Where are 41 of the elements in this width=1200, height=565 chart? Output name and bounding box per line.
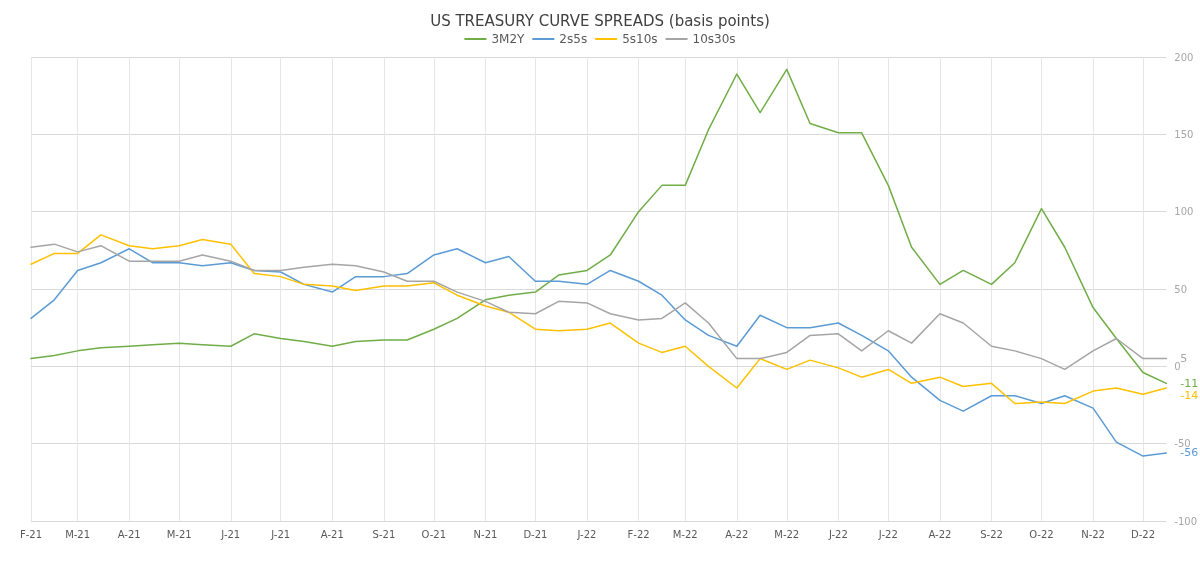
x-tick-label: M-22: [672, 528, 698, 540]
x-tick-label: A-22: [725, 528, 749, 540]
x-tick-label: N-21: [473, 528, 498, 540]
y-tick-label: 0: [1174, 360, 1181, 372]
data-label: -14: [1180, 388, 1199, 402]
x-tick-label: J-22: [827, 528, 848, 540]
line-series: [30, 243, 1168, 371]
x-tick-label: J-22: [576, 528, 597, 540]
x-tick-label: J-21: [220, 528, 241, 540]
x-tick-label: F-22: [627, 528, 650, 540]
x-tick-label: N-22: [1081, 528, 1105, 540]
x-tick-label: S-22: [980, 528, 1003, 540]
x-tick-label: M-21: [65, 528, 91, 540]
x-tick-label: A-21: [320, 528, 344, 540]
x-tick-label: D-21: [523, 528, 548, 540]
data-label: -11: [1180, 376, 1199, 390]
y-tick-label: 200: [1174, 51, 1194, 63]
line-series: [30, 68, 1168, 385]
x-tick-label: M-22: [774, 528, 800, 540]
x-tick-label: J-21: [270, 528, 291, 540]
x-tick-label: D-22: [1130, 528, 1156, 540]
legend-label: 10s30s: [692, 32, 736, 46]
y-tick-label: -100: [1174, 515, 1198, 527]
y-tick-label: 100: [1174, 206, 1194, 218]
x-tick-label: F-21: [19, 528, 43, 540]
x-tick-label: J-22: [877, 528, 898, 540]
line-series: [30, 248, 1168, 457]
x-tick-label: S-21: [372, 528, 396, 540]
legend-label: 5s10s: [622, 32, 658, 46]
chart-title: US TREASURY CURVE SPREADS (basis points): [430, 11, 770, 30]
data-label: 5: [1180, 352, 1188, 366]
x-tick-label: A-21: [117, 528, 141, 540]
legend-label: 3M2Y: [491, 32, 526, 46]
y-tick-label: 150: [1174, 128, 1194, 140]
line-series: [30, 234, 1168, 405]
x-tick-label: O-21: [421, 528, 447, 540]
y-tick-label: 50: [1174, 283, 1188, 295]
x-tick-label: A-22: [928, 528, 952, 540]
x-tick-label: M-21: [166, 528, 192, 540]
legend-label: 2s5s: [559, 32, 588, 46]
x-tick-label: O-22: [1029, 528, 1054, 540]
